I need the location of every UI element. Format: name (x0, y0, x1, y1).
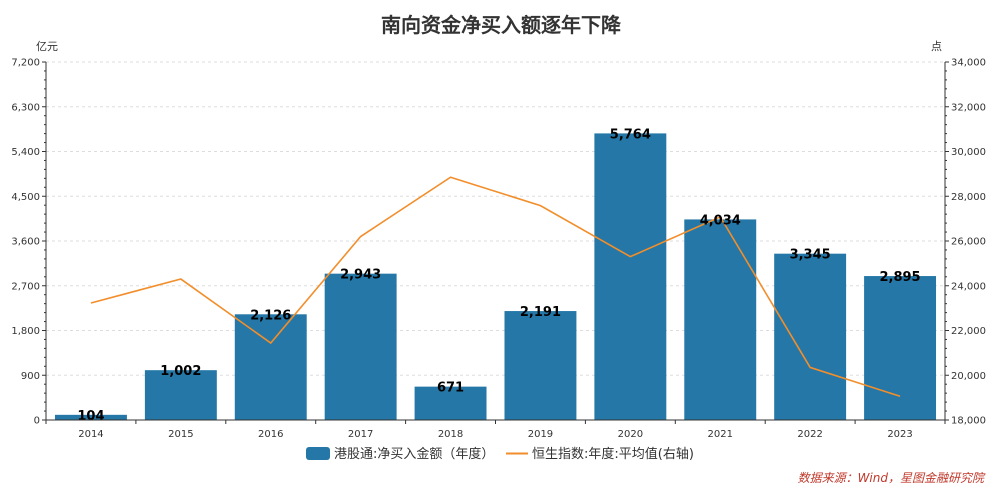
x-tick-label: 2017 (348, 429, 373, 440)
bar-series (54, 133, 937, 420)
bar (684, 219, 757, 420)
right-tick-label: 22,000 (951, 326, 986, 337)
legend-item-bar[interactable]: 港股通:净买入金额（年度） (306, 446, 494, 462)
bar-value-label: 5,764 (610, 127, 651, 142)
bar-value-label: 2,943 (340, 268, 381, 283)
legend: 港股通:净买入金额（年度） 恒生指数:年度:平均值(右轴) (306, 446, 694, 462)
x-tick-label: 2016 (258, 429, 283, 440)
x-tick-label: 2021 (708, 429, 733, 440)
right-tick-label: 28,000 (951, 192, 986, 203)
right-tick-label: 20,000 (951, 371, 986, 382)
axes: 0 900 1,800 2,700 3,600 4,500 5,400 6,300 7,200 1… (11, 58, 986, 441)
left-axis-unit: 亿元 (36, 40, 58, 53)
right-axis-unit: 点 (931, 40, 942, 53)
right-tick-label: 34,000 (951, 58, 986, 69)
right-tick-label: 30,000 (951, 147, 986, 158)
line-series-path (90, 176, 901, 398)
bar (324, 273, 397, 420)
left-tick-label: 3,600 (11, 237, 40, 248)
bar-value-label: 2,191 (520, 305, 561, 320)
x-tick-label: 2014 (78, 429, 103, 440)
left-tick-label: 7,200 (11, 58, 40, 69)
bar-value-label: 3,345 (790, 248, 831, 263)
left-tick-label: 5,400 (11, 147, 40, 158)
bar (414, 386, 487, 420)
x-tick-label: 2019 (528, 429, 553, 440)
left-tick-label: 900 (21, 371, 40, 382)
bar (234, 314, 307, 420)
left-tick-label: 4,500 (11, 192, 40, 203)
bar-value-label: 4,034 (700, 213, 741, 228)
data-labels: 104 1,002 2,126 2,943 671 2,191 5,764 4,034 3,34… (77, 127, 920, 423)
bar (54, 414, 127, 420)
bar (774, 253, 847, 420)
left-tick-label: 1,800 (11, 326, 40, 337)
left-tick-label: 6,300 (11, 102, 40, 113)
legend-label-line: 恒生指数:年度:平均值(右轴) (532, 446, 694, 462)
source-note: 数据来源：Wind，星图金融研究院 (798, 471, 986, 485)
legend-item-line[interactable]: 恒生指数:年度:平均值(右轴) (506, 446, 694, 462)
bar (594, 133, 667, 420)
bar-value-label: 104 (77, 409, 104, 424)
bar (144, 370, 217, 420)
legend-label-bar: 港股通:净买入金额（年度） (334, 446, 494, 462)
bar-value-label: 2,126 (250, 308, 291, 323)
x-tick-label: 2023 (887, 429, 912, 440)
x-tick-label: 2018 (438, 429, 463, 440)
right-tick-label: 26,000 (951, 237, 986, 248)
bar (504, 311, 577, 420)
bar-value-label: 671 (437, 381, 464, 396)
right-tick-label: 24,000 (951, 281, 986, 292)
x-tick-label: 2020 (618, 429, 643, 440)
x-tick-label: 2022 (797, 429, 822, 440)
left-tick-label: 0 (34, 416, 40, 427)
right-tick-label: 18,000 (951, 416, 986, 427)
bar-value-label: 2,895 (879, 270, 920, 285)
bar-value-label: 1,002 (160, 364, 201, 379)
legend-swatch-bar (306, 447, 330, 460)
x-tick-label: 2015 (168, 429, 193, 440)
right-tick-label: 32,000 (951, 102, 986, 113)
left-tick-label: 2,700 (11, 281, 40, 292)
bar (864, 276, 937, 420)
chart-title: 南向资金净买入额逐年下降 (381, 13, 622, 37)
line-series (90, 176, 901, 398)
